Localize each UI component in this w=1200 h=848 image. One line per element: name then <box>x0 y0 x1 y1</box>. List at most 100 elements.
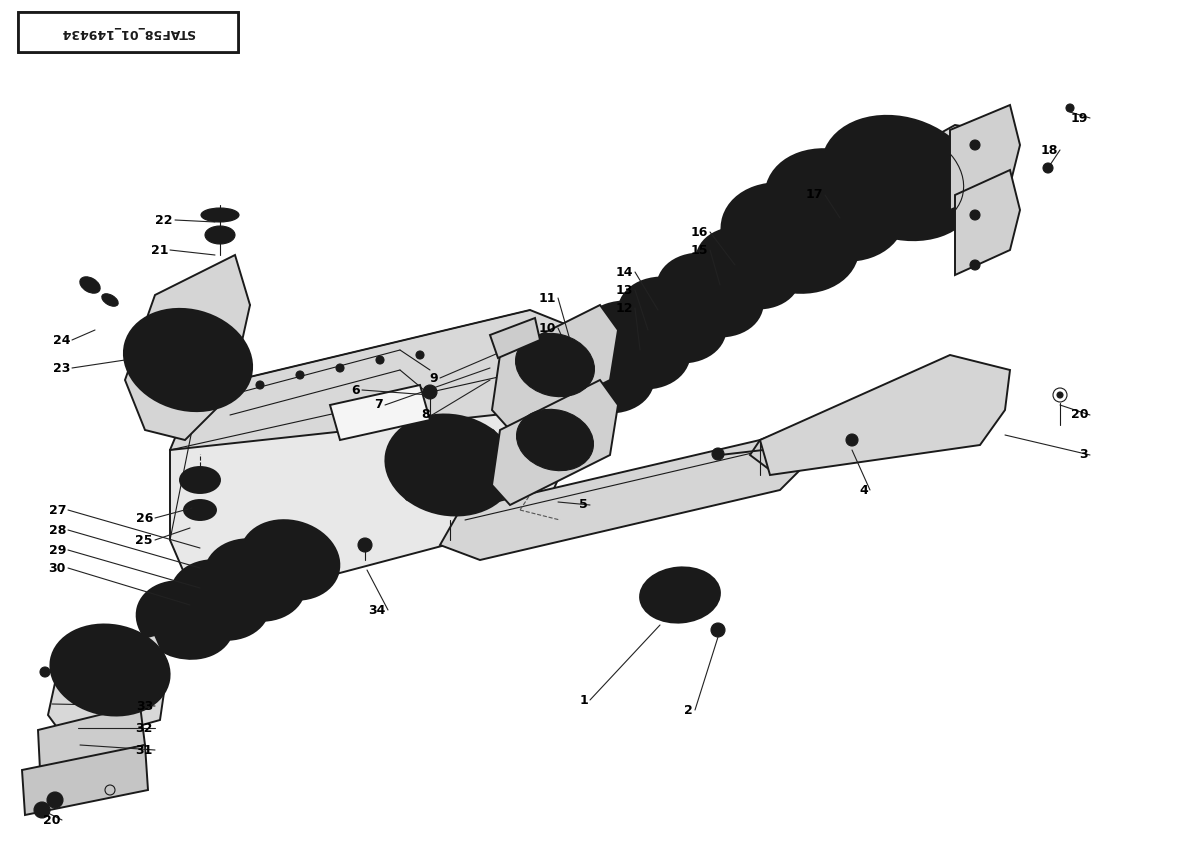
Text: 31: 31 <box>136 744 154 756</box>
Polygon shape <box>330 385 430 440</box>
Ellipse shape <box>516 410 594 471</box>
Text: 19: 19 <box>1070 111 1088 125</box>
Text: 16: 16 <box>691 226 708 238</box>
Polygon shape <box>170 330 580 610</box>
Circle shape <box>376 356 384 364</box>
Ellipse shape <box>580 302 690 388</box>
Circle shape <box>256 381 264 389</box>
Polygon shape <box>38 705 145 770</box>
Text: 11: 11 <box>539 292 556 304</box>
Text: 27: 27 <box>48 504 66 516</box>
Ellipse shape <box>822 116 978 240</box>
Polygon shape <box>22 745 148 815</box>
Text: 22: 22 <box>156 214 173 226</box>
Circle shape <box>970 260 980 270</box>
Ellipse shape <box>721 183 858 293</box>
Polygon shape <box>854 125 990 230</box>
Circle shape <box>40 667 50 677</box>
Ellipse shape <box>184 500 216 520</box>
Ellipse shape <box>80 276 100 293</box>
Ellipse shape <box>865 151 935 205</box>
Circle shape <box>404 493 413 501</box>
Circle shape <box>487 429 496 438</box>
Ellipse shape <box>180 467 220 493</box>
Ellipse shape <box>658 254 763 337</box>
Ellipse shape <box>541 354 569 377</box>
Text: 20: 20 <box>1070 409 1088 421</box>
Text: STAF58_01_149434: STAF58_01_149434 <box>61 25 196 38</box>
Circle shape <box>296 371 304 379</box>
FancyBboxPatch shape <box>18 12 238 52</box>
Text: 3: 3 <box>1079 449 1088 461</box>
Text: 33: 33 <box>136 700 154 712</box>
Circle shape <box>846 434 858 446</box>
Ellipse shape <box>516 333 594 397</box>
Text: 34: 34 <box>368 604 386 616</box>
Circle shape <box>416 351 424 359</box>
Ellipse shape <box>170 561 269 640</box>
Ellipse shape <box>241 520 340 600</box>
Text: 20: 20 <box>42 813 60 827</box>
Text: 6: 6 <box>352 383 360 397</box>
Ellipse shape <box>205 539 305 621</box>
Ellipse shape <box>766 149 905 261</box>
Circle shape <box>970 210 980 220</box>
Ellipse shape <box>202 208 239 222</box>
Text: 24: 24 <box>53 333 70 347</box>
Ellipse shape <box>83 649 137 691</box>
Ellipse shape <box>205 226 235 244</box>
Text: 32: 32 <box>136 722 154 734</box>
Text: 18: 18 <box>1040 143 1058 157</box>
Polygon shape <box>950 105 1020 210</box>
Text: 25: 25 <box>136 533 154 546</box>
Text: 12: 12 <box>616 302 634 315</box>
Text: 26: 26 <box>136 511 154 525</box>
Circle shape <box>970 140 980 150</box>
Polygon shape <box>170 310 580 490</box>
Ellipse shape <box>800 177 870 233</box>
Text: 2: 2 <box>684 704 694 717</box>
Text: 21: 21 <box>150 243 168 256</box>
Polygon shape <box>492 380 618 505</box>
Polygon shape <box>760 355 1010 475</box>
Ellipse shape <box>646 298 698 341</box>
Text: 29: 29 <box>49 544 66 556</box>
Ellipse shape <box>137 581 233 659</box>
Circle shape <box>446 416 454 424</box>
Circle shape <box>1066 104 1074 112</box>
Polygon shape <box>955 170 1020 275</box>
Ellipse shape <box>618 277 726 363</box>
Text: 8: 8 <box>421 409 430 421</box>
Ellipse shape <box>230 560 280 600</box>
Circle shape <box>712 448 724 460</box>
Text: 15: 15 <box>690 243 708 256</box>
Ellipse shape <box>546 327 654 412</box>
Circle shape <box>34 802 50 818</box>
Circle shape <box>710 623 725 637</box>
Ellipse shape <box>102 293 118 306</box>
Ellipse shape <box>161 600 209 639</box>
FancyBboxPatch shape <box>18 12 238 52</box>
Text: 14: 14 <box>616 265 634 278</box>
Ellipse shape <box>196 580 245 620</box>
Ellipse shape <box>696 227 800 309</box>
Text: 17: 17 <box>805 188 823 202</box>
Polygon shape <box>490 318 540 358</box>
Circle shape <box>336 364 344 372</box>
Ellipse shape <box>194 507 205 513</box>
Polygon shape <box>125 255 250 440</box>
Ellipse shape <box>194 476 206 484</box>
Text: 9: 9 <box>430 371 438 384</box>
Polygon shape <box>440 440 810 560</box>
Text: 30: 30 <box>49 561 66 574</box>
Circle shape <box>404 429 413 438</box>
Text: 23: 23 <box>53 361 70 375</box>
Ellipse shape <box>385 415 515 516</box>
Ellipse shape <box>722 248 774 288</box>
Text: 5: 5 <box>580 499 588 511</box>
Text: 7: 7 <box>374 399 383 411</box>
Circle shape <box>1043 163 1054 173</box>
Polygon shape <box>750 390 920 470</box>
Ellipse shape <box>666 585 694 605</box>
Circle shape <box>487 493 496 501</box>
